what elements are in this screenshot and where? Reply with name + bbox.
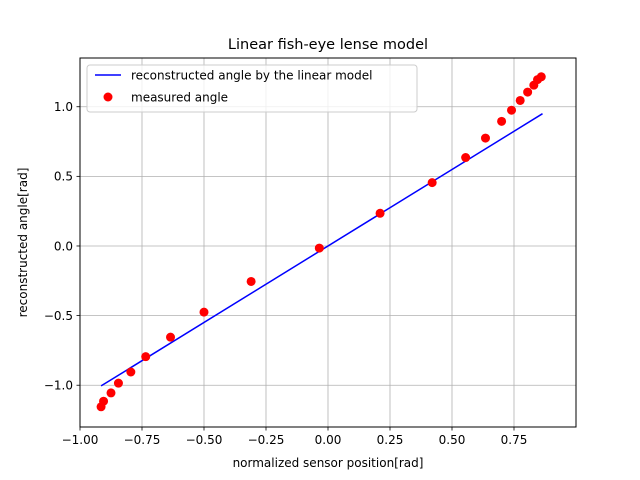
scatter-point: [515, 95, 525, 105]
y-axis-label: reconstructed angle[rad]: [16, 168, 30, 318]
chart-title: Linear fish-eye lense model: [228, 37, 428, 53]
scatter-point: [126, 367, 136, 377]
y-tick-label: 0.5: [54, 170, 73, 184]
x-tick-label: 0.00: [315, 433, 342, 447]
x-tick-label: 0.50: [439, 433, 466, 447]
legend-entry-line-label: reconstructed angle by the linear model: [131, 69, 372, 83]
scatter-point: [113, 378, 123, 388]
scatter-point: [427, 178, 437, 188]
y-tick-label: 0.0: [54, 239, 73, 253]
scatter-point: [106, 388, 116, 398]
scatter-point: [199, 307, 209, 317]
x-axis-label: normalized sensor position[rad]: [233, 456, 424, 470]
legend: reconstructed angle by the linear model …: [86, 64, 418, 113]
legend-box: [86, 64, 418, 113]
scatter-point: [480, 133, 490, 143]
y-tick-label: −0.5: [44, 309, 73, 323]
scatter-point: [314, 243, 324, 253]
x-tick-label: −1.00: [62, 433, 99, 447]
y-tick-label: −1.0: [44, 379, 73, 393]
legend-entry-scatter-label: measured angle: [131, 91, 228, 105]
x-tick-label: −0.25: [248, 433, 285, 447]
x-tick-label: −0.50: [186, 433, 223, 447]
scatter-point: [166, 332, 176, 342]
scatter-point: [141, 352, 151, 362]
legend-dot-swatch: [103, 92, 113, 102]
x-axis: −1.00 −0.75 −0.50 −0.25 0.00 0.25 0.50 0.75: [62, 427, 528, 447]
scatter-point: [536, 72, 546, 82]
y-tick-label: 1.0: [54, 100, 73, 114]
x-tick-label: 0.25: [377, 433, 404, 447]
y-axis: −1.0 −0.5 0.0 0.5 1.0: [44, 100, 80, 393]
scatter-point: [523, 87, 533, 97]
x-tick-label: 0.75: [501, 433, 528, 447]
scatter-point: [99, 396, 109, 406]
scatter-point: [497, 116, 507, 126]
series-layer: [96, 72, 546, 412]
x-tick-label: −0.75: [124, 433, 161, 447]
scatter-point: [461, 153, 471, 163]
scatter-point: [246, 276, 256, 286]
scatter-point: [507, 105, 517, 115]
scatter-point: [375, 208, 385, 218]
